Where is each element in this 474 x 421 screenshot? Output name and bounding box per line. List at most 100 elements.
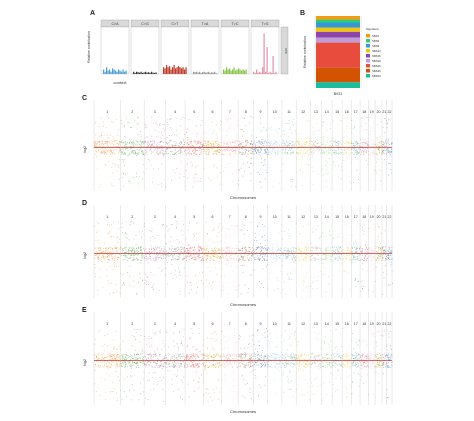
data-point: [267, 148, 268, 150]
data-point: [165, 150, 167, 152]
data-point: [259, 255, 261, 257]
data-point: [181, 248, 183, 250]
data-point: [135, 254, 137, 255]
data-point: [101, 147, 103, 149]
data-point: [249, 247, 251, 248]
data-point: [384, 250, 386, 252]
bar: [146, 72, 148, 74]
data-point: [161, 379, 162, 381]
data-point: [348, 154, 349, 155]
data-point: [307, 291, 309, 293]
data-point: [148, 159, 150, 161]
data-point: [122, 361, 124, 363]
data-point: [244, 255, 246, 257]
data-point: [277, 142, 279, 144]
data-point: [325, 145, 327, 147]
data-point: [233, 148, 235, 149]
data-point: [357, 151, 359, 153]
data-point: [235, 153, 237, 155]
data-point: [251, 140, 252, 142]
data-point: [300, 150, 302, 152]
data-point: [173, 254, 175, 256]
data-point: [257, 247, 259, 249]
data-point: [161, 141, 162, 142]
data-point: [149, 144, 151, 145]
data-point: [227, 164, 228, 166]
data-point: [157, 252, 159, 254]
data-point: [102, 356, 104, 358]
data-point: [207, 254, 208, 256]
data-point: [166, 147, 167, 149]
data-point: [267, 239, 268, 241]
data-point: [337, 260, 339, 262]
data-point: [358, 147, 359, 149]
data-point: [382, 257, 384, 259]
data-point: [342, 140, 344, 142]
data-point: [297, 181, 299, 183]
data-point: [347, 117, 349, 119]
legend-label: SBS40: [372, 69, 381, 73]
data-point: [182, 224, 184, 226]
data-point: [137, 259, 139, 261]
data-point: [115, 140, 117, 142]
data-point: [194, 181, 196, 183]
data-point: [138, 281, 139, 283]
data-point: [105, 141, 107, 143]
data-point: [125, 354, 127, 356]
data-point: [247, 142, 249, 143]
data-point: [232, 142, 234, 144]
bar: [209, 72, 211, 74]
data-point: [270, 129, 272, 131]
data-point: [214, 250, 216, 252]
data-point: [115, 149, 117, 151]
data-point: [373, 140, 374, 142]
data-point: [229, 229, 231, 230]
bar: [140, 71, 142, 74]
data-point: [146, 251, 148, 253]
data-point: [373, 152, 375, 154]
data-point: [306, 286, 308, 288]
data-point: [124, 358, 125, 360]
data-point: [205, 242, 207, 244]
data-point: [230, 149, 232, 150]
data-point: [256, 247, 257, 249]
data-point: [112, 141, 113, 143]
data-point: [172, 169, 174, 171]
data-point: [146, 136, 148, 138]
data-point: [103, 360, 105, 362]
data-point: [362, 250, 363, 252]
data-point: [172, 145, 174, 146]
data-point: [138, 143, 140, 145]
data-point: [118, 257, 119, 259]
data-point: [160, 365, 162, 367]
data-point: [107, 368, 109, 370]
data-point: [288, 140, 290, 142]
data-point: [163, 223, 164, 225]
data-point: [259, 142, 261, 144]
data-point: [387, 141, 388, 143]
data-point: [125, 256, 127, 257]
data-point: [334, 153, 336, 155]
data-point: [357, 253, 359, 255]
data-point: [255, 145, 257, 147]
data-point: [219, 145, 221, 147]
data-point: [316, 147, 318, 149]
data-point: [369, 255, 371, 257]
chromosome-label: 20: [377, 215, 381, 219]
data-point: [182, 153, 184, 155]
data-point: [384, 258, 386, 259]
data-point: [302, 259, 304, 261]
data-point: [233, 258, 235, 260]
data-point: [284, 250, 285, 252]
data-point: [159, 250, 160, 251]
data-point: [189, 141, 191, 142]
data-point: [130, 148, 132, 150]
chromosome-points: [120, 329, 145, 401]
bar: [230, 70, 232, 74]
data-point: [312, 280, 314, 282]
data-point: [187, 251, 189, 253]
data-point: [160, 365, 161, 366]
data-point: [94, 273, 96, 275]
bar: [239, 69, 241, 74]
data-point: [129, 146, 131, 148]
